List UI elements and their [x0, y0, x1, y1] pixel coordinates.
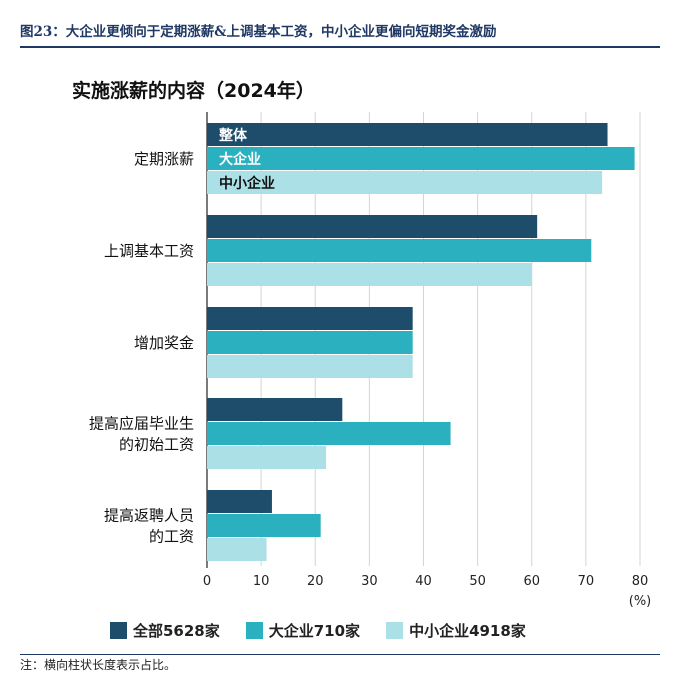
inbar-label-1: 整体: [218, 127, 248, 144]
x-axis-unit: (%): [629, 594, 652, 609]
footnote: 注：横向柱状长度表示占比。: [20, 658, 177, 672]
legend-item-large: 大企业710家: [245, 620, 361, 641]
legend-swatch-small: [386, 622, 404, 639]
legend-item-small: 中小企业4918家: [386, 620, 526, 641]
bar-5-series-3: [207, 538, 267, 561]
category-label-2: 上调基本工资: [104, 242, 194, 260]
legend-swatch-all: [110, 622, 127, 639]
legend-swatch-large: [245, 622, 263, 639]
x-tick-label-50: 50: [469, 574, 486, 589]
legend-item-all: 全部5628家: [110, 620, 220, 641]
x-tick-label-30: 30: [361, 574, 378, 589]
category-label-4-line-2: 的初始工资: [119, 436, 194, 454]
bar-1-series-3: [207, 171, 603, 194]
x-tick-label-20: 20: [307, 574, 324, 589]
bar-5-series-2: [207, 514, 321, 537]
bar-4-series-1: [207, 398, 343, 421]
category-label-5-line-1: 提高返聘人员: [104, 507, 194, 525]
x-tick-label-60: 60: [523, 574, 540, 589]
bar-3-series-2: [207, 331, 413, 354]
bar-4-series-3: [207, 446, 327, 469]
inbar-label-2: 大企业: [219, 151, 261, 168]
x-tick-label-70: 70: [578, 574, 595, 589]
category-label-4-line-1: 提高应届毕业生: [89, 415, 194, 433]
bar-2-series-1: [207, 215, 538, 238]
chart-title: 实施涨薪的内容（2024年）: [72, 80, 315, 102]
bar-3-series-3: [207, 355, 413, 378]
category-label-3: 增加奖金: [134, 334, 194, 352]
top-rule: [20, 46, 660, 48]
bar-1-series-1: [207, 123, 608, 146]
bar-4-series-2: [207, 422, 451, 445]
x-tick-label-80: 80: [632, 574, 649, 589]
bottom-rule: [20, 654, 660, 655]
x-tick-label-0: 0: [203, 574, 211, 589]
legend-label-small: 中小企业4918家: [409, 622, 526, 640]
bar-3-series-1: [207, 307, 413, 330]
legend-label-all: 全部5628家: [133, 622, 220, 640]
bar-2-series-2: [207, 239, 592, 262]
figure-title: 图23：大企业更倾向于定期涨薪&上调基本工资，中小企业更偏向短期奖金激励: [20, 24, 497, 40]
x-tick-label-10: 10: [253, 574, 270, 589]
bar-2-series-3: [207, 263, 532, 286]
category-label-1: 定期涨薪: [134, 150, 194, 168]
legend-label-large: 大企业710家: [268, 622, 361, 640]
inbar-label-3: 中小企业: [219, 175, 275, 192]
bar-1-series-2: [207, 147, 635, 170]
category-label-5-line-2: 的工资: [149, 528, 194, 546]
legend: 全部5628家 大企业710家 中小企业4918家: [110, 620, 526, 641]
bar-5-series-1: [207, 490, 272, 513]
x-tick-label-40: 40: [415, 574, 432, 589]
